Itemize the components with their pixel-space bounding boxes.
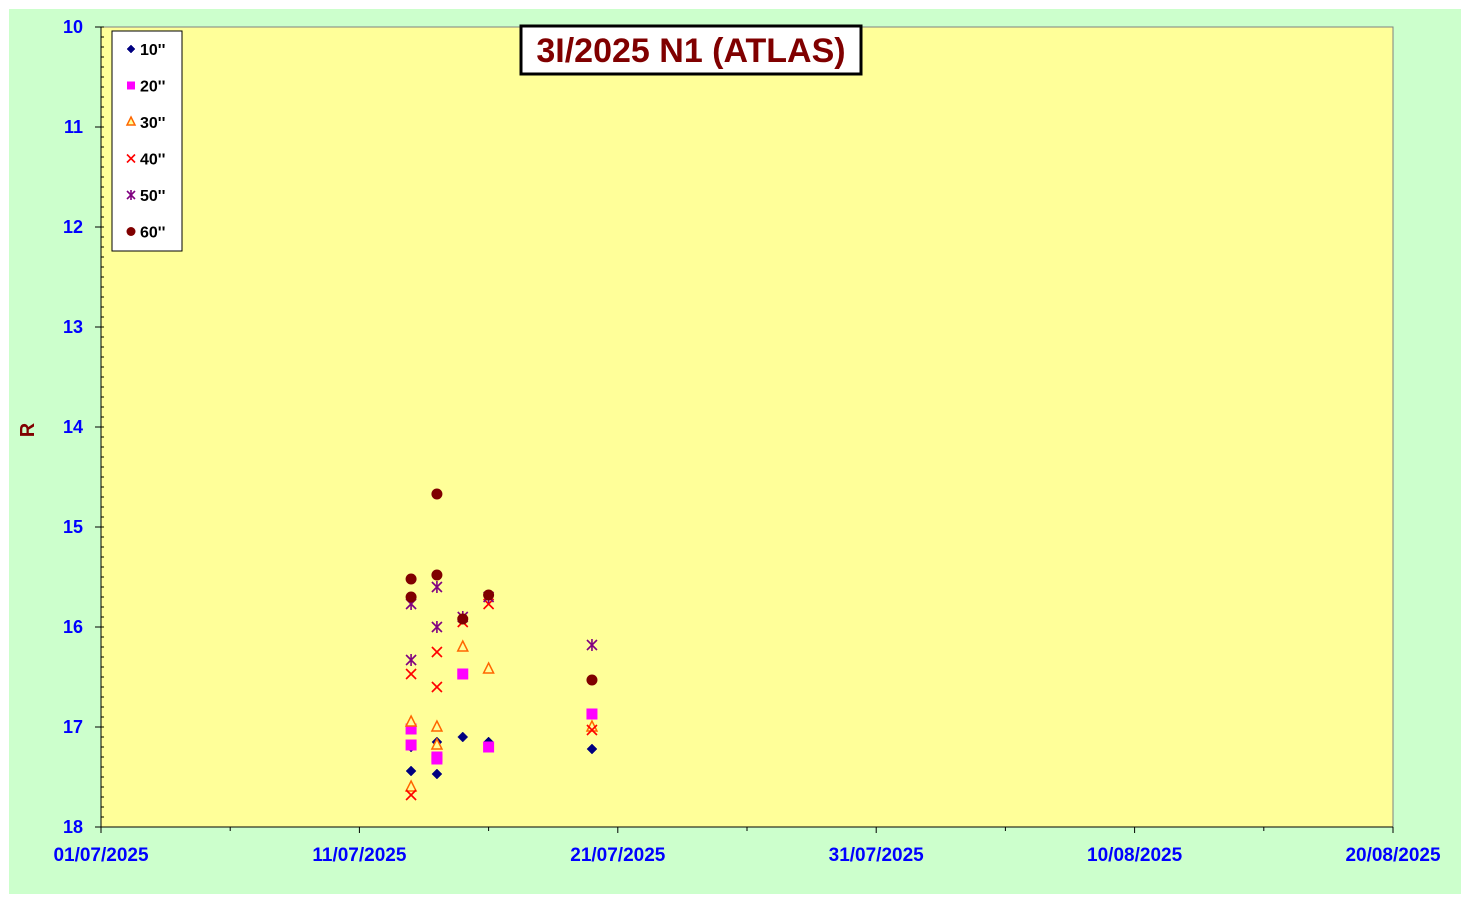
legend-marker: [126, 190, 136, 200]
x-tick-label: 10/08/2025: [1087, 845, 1183, 866]
data-point-x: [586, 724, 598, 736]
data-point-circle: [405, 591, 417, 603]
data-point-square: [431, 753, 443, 765]
x-tick-labels: 01/07/2025 11/07/2025 21/07/2025 31/07/2025…: [53, 845, 1441, 866]
data-point-triangle: [430, 737, 444, 750]
data-point-star: [431, 621, 443, 633]
data-point-circle: [586, 674, 598, 686]
marker-stroke: [405, 668, 417, 680]
y-tick-label: 16: [63, 617, 83, 637]
data-point-square: [405, 723, 417, 735]
data-point-star: [586, 639, 598, 651]
x-tick-label: 20/08/2025: [1345, 845, 1441, 866]
x-ticks: [100, 827, 1394, 833]
legend-label: 50'': [140, 188, 165, 205]
y-axis-title: R: [17, 422, 39, 437]
marker-stroke: [126, 153, 136, 164]
y-tick-label: 11: [64, 117, 83, 137]
data-point-x: [405, 668, 417, 680]
chart-title-box: 3I/2025 N1 (ATLAS): [519, 24, 863, 76]
data-point-circle: [483, 589, 495, 601]
legend-label: 40'': [140, 152, 165, 169]
chart-title: 3I/2025 N1 (ATLAS): [536, 32, 845, 70]
data-point-x: [431, 646, 443, 658]
data-point-diamond: [405, 765, 417, 777]
data-point-star: [431, 581, 443, 593]
y-tick-label: 18: [63, 817, 83, 837]
plot-area: [100, 26, 1394, 828]
data-point-x: [431, 681, 443, 693]
data-point-square: [405, 739, 417, 751]
legend-label: 10'': [140, 42, 165, 59]
data-point-square: [483, 741, 495, 753]
legend-marker: [126, 153, 136, 164]
legend-box: [111, 30, 183, 252]
y-tick-label: 10: [63, 17, 83, 37]
data-point-square: [457, 668, 469, 680]
legend-label: 30'': [140, 115, 165, 132]
marker-stroke: [405, 789, 417, 801]
legend-marker: [127, 81, 135, 90]
data-point-triangle: [430, 719, 444, 732]
y-tick-label: 14: [63, 417, 83, 437]
data-markers: [404, 488, 599, 801]
data-point-star: [405, 654, 417, 666]
marker-stroke: [431, 681, 443, 693]
data-point-circle: [457, 613, 469, 625]
y-tick-label: 17: [63, 717, 83, 737]
legend-marker: [126, 44, 136, 54]
x-tick-label: 31/07/2025: [829, 845, 925, 866]
data-point-circle: [431, 569, 443, 581]
y-tick-labels: 10 11 12 13 14 15 16 17 18: [63, 17, 83, 837]
data-point-circle: [431, 488, 443, 500]
legend-marker: [125, 115, 137, 126]
data-point-diamond: [431, 768, 443, 780]
legend: 10'' 20'' 30'' 40'' 50'' 60'': [111, 30, 183, 252]
x-tick-label: 21/07/2025: [570, 845, 666, 866]
data-point-triangle: [404, 779, 418, 792]
x-tick-label: 11/07/2025: [312, 845, 406, 866]
legend-label: 60'': [140, 225, 165, 242]
data-point-triangle: [456, 639, 469, 652]
y-tick-label: 12: [63, 217, 83, 237]
data-point-triangle: [404, 714, 418, 727]
marker-stroke: [586, 724, 598, 736]
data-point-diamond: [457, 731, 469, 743]
y-tick-label: 13: [63, 317, 83, 337]
y-tick-label: 15: [63, 517, 83, 537]
data-point-diamond: [586, 743, 598, 755]
data-point-triangle: [482, 661, 495, 674]
x-tick-label: 01/07/2025: [53, 845, 149, 866]
marker-stroke: [431, 646, 443, 658]
y-major-ticks: [95, 26, 101, 828]
data-point-x: [405, 789, 417, 801]
legend-marker: [126, 227, 136, 236]
legend-label: 20'': [140, 79, 165, 96]
data-point-square: [586, 708, 598, 720]
data-point-circle: [405, 573, 417, 585]
y-minor-ticks: [101, 26, 104, 818]
